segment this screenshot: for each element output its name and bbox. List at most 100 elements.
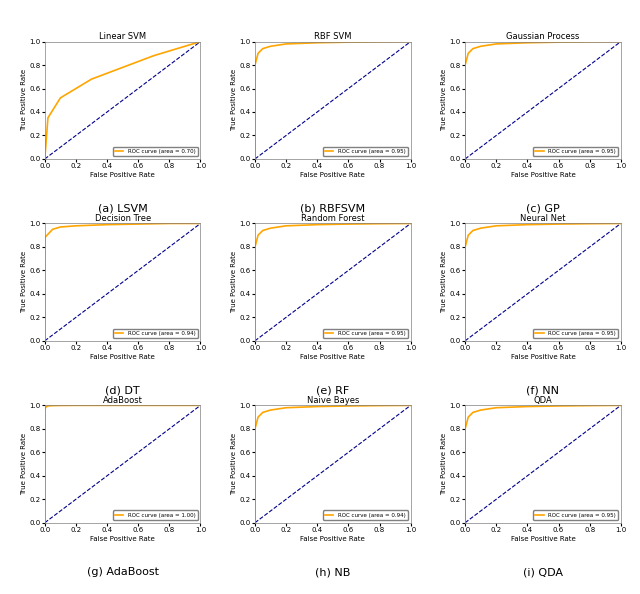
ROC curve (area = 0.95) xyxy=(251,62,259,69)
ROC curve (area = 0.95) xyxy=(524,39,531,46)
Y-axis label: True Positive Rate: True Positive Rate xyxy=(20,69,27,131)
Text: (f) NN: (f) NN xyxy=(527,386,559,396)
ROC curve (area = 0.95) xyxy=(469,227,477,234)
ROC curve (area = 0.95) xyxy=(282,40,290,48)
Y-axis label: True Positive Rate: True Positive Rate xyxy=(20,433,27,495)
Title: QDA: QDA xyxy=(534,396,552,405)
Y-axis label: True Positive Rate: True Positive Rate xyxy=(231,433,237,495)
ROC curve (area = 1.00) xyxy=(196,402,204,409)
ROC curve (area = 0.95) xyxy=(617,38,625,45)
Text: (e) RF: (e) RF xyxy=(316,386,349,396)
ROC curve (area = 0.95) xyxy=(555,220,563,228)
ROC curve (area = 0.94) xyxy=(251,519,259,526)
ROC curve (area = 0.95) xyxy=(461,156,469,163)
Text: (b) RBFSVM: (b) RBFSVM xyxy=(300,204,365,213)
ROC curve (area = 0.94) xyxy=(267,406,275,413)
ROC curve (area = 0.95) xyxy=(555,402,563,409)
Line: ROC curve (area = 0.94): ROC curve (area = 0.94) xyxy=(255,405,411,523)
ROC curve (area = 0.95) xyxy=(314,221,321,228)
ROC curve (area = 0.94) xyxy=(166,220,173,227)
ROC curve (area = 1.00) xyxy=(72,402,80,409)
ROC curve (area = 0.94) xyxy=(49,226,56,233)
ROC curve (area = 0.94) xyxy=(196,220,204,227)
X-axis label: False Positive Rate: False Positive Rate xyxy=(90,354,155,360)
ROC curve (area = 1.00) xyxy=(44,402,52,409)
Line: ROC curve (area = 0.95): ROC curve (area = 0.95) xyxy=(255,42,411,159)
ROC curve (area = 0.95) xyxy=(465,413,472,421)
ROC curve (area = 0.95) xyxy=(314,39,321,46)
ROC curve (area = 1.00) xyxy=(42,403,50,410)
ROC curve (area = 0.95) xyxy=(254,232,262,239)
ROC curve (area = 0.94) xyxy=(407,402,415,409)
X-axis label: False Positive Rate: False Positive Rate xyxy=(300,536,365,542)
Line: ROC curve (area = 0.94): ROC curve (area = 0.94) xyxy=(45,223,200,341)
Title: Naive Bayes: Naive Bayes xyxy=(307,396,359,405)
Legend: ROC curve (area = 0.95): ROC curve (area = 0.95) xyxy=(323,147,408,156)
ROC curve (area = 1.00) xyxy=(119,402,127,409)
Title: RBF SVM: RBF SVM xyxy=(314,32,351,41)
X-axis label: False Positive Rate: False Positive Rate xyxy=(511,172,575,178)
ROC curve (area = 0.95) xyxy=(465,232,472,239)
ROC curve (area = 0.95) xyxy=(465,50,472,57)
X-axis label: False Positive Rate: False Positive Rate xyxy=(511,354,575,360)
Y-axis label: True Positive Rate: True Positive Rate xyxy=(231,251,237,313)
ROC curve (area = 0.70) xyxy=(56,94,64,102)
Legend: ROC curve (area = 1.00): ROC curve (area = 1.00) xyxy=(113,510,198,520)
Legend: ROC curve (area = 0.94): ROC curve (area = 0.94) xyxy=(323,510,408,520)
ROC curve (area = 0.95) xyxy=(477,225,484,232)
ROC curve (area = 0.94) xyxy=(376,402,383,409)
ROC curve (area = 0.95) xyxy=(461,244,469,251)
ROC curve (area = 0.95) xyxy=(376,38,383,45)
ROC curve (area = 0.95) xyxy=(492,40,500,48)
ROC curve (area = 1.00) xyxy=(41,519,49,526)
ROC curve (area = 0.94) xyxy=(254,413,262,421)
Legend: ROC curve (area = 0.95): ROC curve (area = 0.95) xyxy=(323,328,408,338)
Text: (g) AdaBoost: (g) AdaBoost xyxy=(86,567,159,577)
ROC curve (area = 0.95) xyxy=(617,402,625,409)
Y-axis label: True Positive Rate: True Positive Rate xyxy=(441,251,447,313)
X-axis label: False Positive Rate: False Positive Rate xyxy=(300,172,365,178)
Legend: ROC curve (area = 0.94): ROC curve (area = 0.94) xyxy=(113,328,198,338)
ROC curve (area = 0.95) xyxy=(344,39,352,46)
Title: Decision Tree: Decision Tree xyxy=(95,214,151,223)
ROC curve (area = 0.95) xyxy=(492,404,500,411)
ROC curve (area = 0.94) xyxy=(251,425,259,432)
ROC curve (area = 0.95) xyxy=(461,62,469,69)
ROC curve (area = 0.94) xyxy=(103,221,111,228)
ROC curve (area = 0.95) xyxy=(407,220,415,227)
ROC curve (area = 0.95) xyxy=(469,409,477,416)
Line: ROC curve (area = 0.95): ROC curve (area = 0.95) xyxy=(465,42,621,159)
ROC curve (area = 0.94) xyxy=(314,403,321,410)
ROC curve (area = 0.95) xyxy=(617,220,625,227)
Y-axis label: True Positive Rate: True Positive Rate xyxy=(20,251,27,313)
ROC curve (area = 0.95) xyxy=(477,43,484,50)
ROC curve (area = 0.70) xyxy=(44,114,52,121)
ROC curve (area = 0.95) xyxy=(254,50,262,57)
ROC curve (area = 0.70) xyxy=(119,64,127,71)
Text: (d) DT: (d) DT xyxy=(106,386,140,396)
ROC curve (area = 0.70) xyxy=(88,75,95,83)
Y-axis label: True Positive Rate: True Positive Rate xyxy=(441,69,447,131)
ROC curve (area = 0.95) xyxy=(586,220,593,228)
Title: Gaussian Process: Gaussian Process xyxy=(506,32,580,41)
Title: AdaBoost: AdaBoost xyxy=(102,396,143,405)
X-axis label: False Positive Rate: False Positive Rate xyxy=(511,536,575,542)
ROC curve (area = 0.95) xyxy=(376,220,383,228)
Legend: ROC curve (area = 0.95): ROC curve (area = 0.95) xyxy=(533,510,618,520)
ROC curve (area = 0.95) xyxy=(477,406,484,413)
Line: ROC curve (area = 1.00): ROC curve (area = 1.00) xyxy=(45,405,200,523)
ROC curve (area = 0.95) xyxy=(267,225,275,232)
ROC curve (area = 1.00) xyxy=(56,402,64,409)
ROC curve (area = 0.95) xyxy=(586,402,593,409)
ROC curve (area = 0.95) xyxy=(586,38,593,45)
ROC curve (area = 0.95) xyxy=(344,220,352,228)
ROC curve (area = 0.95) xyxy=(407,38,415,45)
ROC curve (area = 0.95) xyxy=(461,519,469,526)
ROC curve (area = 0.95) xyxy=(555,39,563,46)
ROC curve (area = 0.95) xyxy=(492,222,500,229)
Line: ROC curve (area = 0.70): ROC curve (area = 0.70) xyxy=(45,42,200,159)
Line: ROC curve (area = 0.95): ROC curve (area = 0.95) xyxy=(465,405,621,523)
ROC curve (area = 0.95) xyxy=(461,425,469,432)
ROC curve (area = 0.95) xyxy=(524,221,531,228)
ROC curve (area = 0.94) xyxy=(259,409,267,416)
